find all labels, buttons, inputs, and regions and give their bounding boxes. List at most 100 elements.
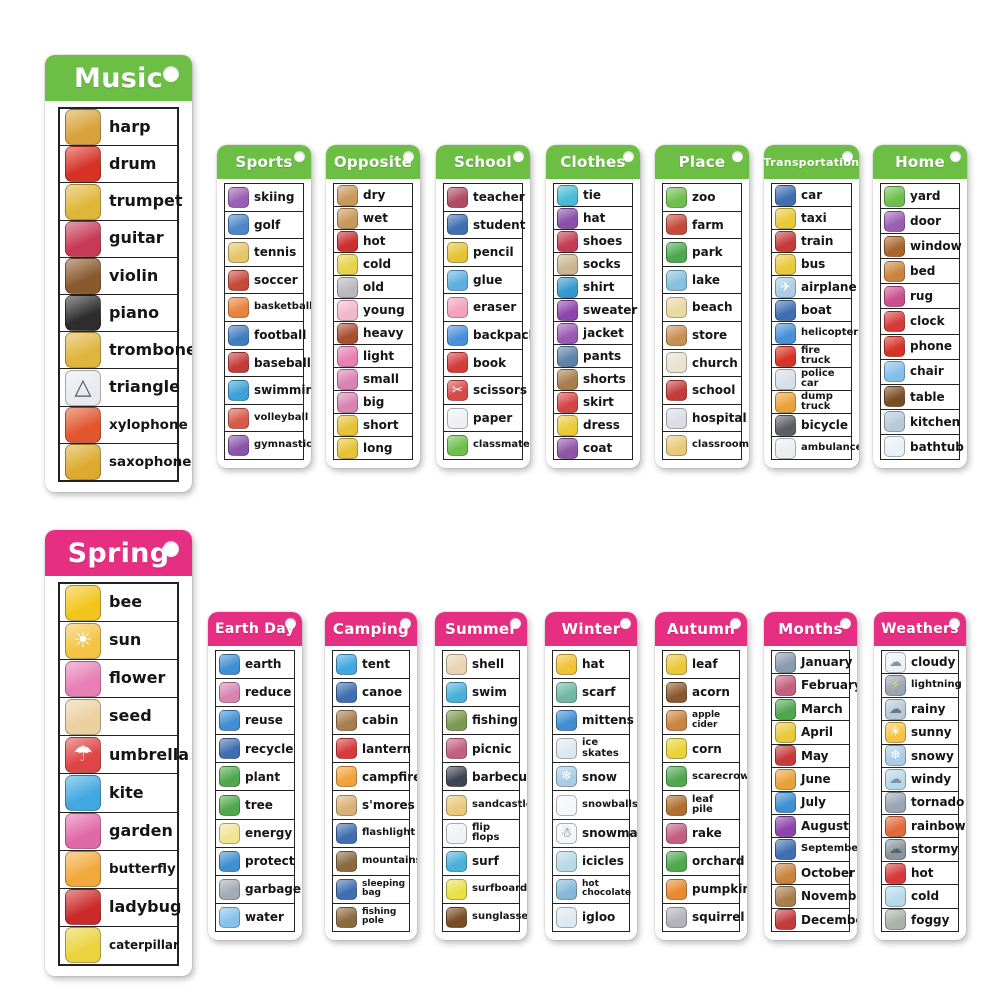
word-label: reuse [245,713,283,728]
card-header: Opposite [326,145,420,179]
word-label: April [801,725,834,740]
word-label: long [363,440,393,455]
list-item: paper [444,404,522,433]
list-item: dress [554,414,632,437]
list-item: igloo [553,903,629,931]
dress-icon [557,414,578,436]
word-label: soccer [254,272,298,287]
phone-icon [884,336,905,358]
bathtub-icon [884,436,905,458]
list-item: fire truck [772,345,851,368]
apple-cider-icon [666,710,687,732]
list-item: tie [554,184,632,207]
water-bottle-icon [219,906,240,928]
seed-icon [65,698,101,735]
list-item: May [772,744,849,769]
word-label: bus [801,256,826,271]
list-item: clock [881,309,959,335]
shorts-icon [557,368,578,390]
hospital-icon [666,407,687,429]
word-label: tie [583,187,601,202]
list-item: snowballs [553,791,637,820]
golf-icon [228,214,249,236]
list-item: earth [216,651,294,680]
foggy-icon [885,909,906,931]
list-item: shoes [554,230,632,253]
list-item: ☁ cloudy [882,651,958,675]
may-icon [775,745,796,767]
rainbow-icon [885,815,906,837]
word-label: skirt [583,394,614,409]
list-item: trumpet [60,183,183,221]
list-item: sleeping bag [333,875,409,904]
train-icon [775,230,796,252]
list-item: sweater [554,299,637,322]
list-item: shorts [554,368,632,391]
football-icon [228,324,249,346]
winter-hat-icon [556,654,577,676]
hole-punch [949,618,960,629]
word-label: window [910,238,962,253]
list-item: flip flops [443,819,519,848]
card-title: Weathers [881,621,959,637]
shoes-icon [557,230,578,252]
word-label: shorts [583,371,626,386]
word-list: car taxi train bus ✈ airplane boat helicopter fi… [771,183,859,460]
word-label: tent [362,657,391,672]
list-item: wet [334,207,412,230]
swimming-icon [228,379,249,401]
word-label: airplane [801,279,857,294]
list-item: surf [443,847,519,876]
word-label: cloudy [911,654,956,669]
word-label: hot [911,865,934,880]
word-label: skiing [254,190,295,204]
word-label: leaf [692,657,718,672]
plant-icon [219,766,240,788]
campfire-icon [336,766,357,788]
word-list: leaf acorn apple cider corn scarecrow leaf pi… [662,650,747,932]
stormy-icon: ☁ [885,839,906,861]
snow-icon: ❄ [556,766,577,788]
word-list: zoo farm park lake beach store church school hos… [662,183,749,460]
earth-icon [219,654,240,676]
zoo-icon [666,186,687,208]
word-label: snowy [911,748,954,763]
list-item: basketball [225,294,311,322]
list-item: heavy [334,322,412,345]
garbage-icon [219,878,240,900]
word-label: plant [245,769,281,784]
word-label: ambulance [801,441,859,453]
list-item: tennis [225,239,303,267]
word-label: triangle [109,377,180,397]
word-list: tie hat shoes socks shirt sweater jacket pants s… [553,183,637,460]
violin-icon [65,257,101,294]
word-label: swimming [254,383,311,398]
word-label: January [801,654,853,669]
bed-icon [884,260,905,282]
card-title: Months [778,620,843,638]
list-item: skiing [225,184,303,212]
dump-truck-icon [775,391,796,413]
word-label: short [363,417,399,432]
word-label: canoe [362,685,403,700]
list-item: swim [443,679,519,708]
word-label: rake [692,825,722,840]
january-icon [775,651,796,673]
chair-icon [884,361,905,383]
word-label: pants [583,348,622,363]
snowballs-icon [556,794,577,816]
tree-icon [219,794,240,816]
list-item: October [772,861,855,886]
word-label: dump truck [801,390,833,412]
hole-punch [513,151,524,162]
word-label: mittens [582,713,634,728]
heavy-bricks-icon [337,322,358,344]
list-item: violin [60,257,177,296]
lantern-icon [336,738,357,760]
word-label: baseball [254,355,311,370]
list-item: ☁ stormy [882,838,958,862]
word-list: bee ☀ sun flower seed ☂ umbrella kite garden butt… [58,582,189,966]
list-item: big [334,391,412,414]
leaf-icon [666,654,687,676]
